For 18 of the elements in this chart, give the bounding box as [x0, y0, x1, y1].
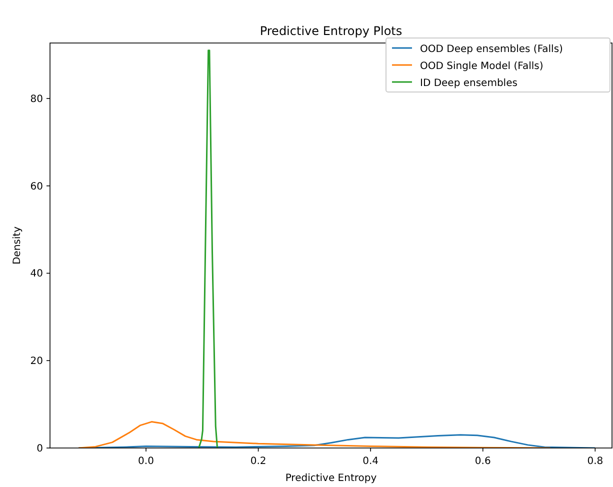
x-tick-label: 0.8	[587, 456, 604, 467]
x-tick-label: 0.4	[362, 456, 379, 467]
legend-label: OOD Single Model (Falls)	[420, 61, 544, 72]
y-tick-label: 40	[30, 268, 43, 280]
line-series	[78, 421, 551, 448]
legend-label: OOD Deep ensembles (Falls)	[420, 44, 564, 55]
line-series	[198, 50, 218, 448]
x-tick-label: 0.2	[250, 456, 266, 467]
x-tick-label: 0.0	[138, 456, 154, 467]
y-tick-label: 80	[30, 94, 43, 105]
chart-title: Predictive Entropy Plots	[260, 24, 402, 38]
y-tick-label: 20	[30, 356, 43, 368]
y-tick-label: 0	[36, 444, 43, 454]
x-axis-title: Predictive Entropy	[285, 473, 377, 484]
y-tick-label: 60	[30, 181, 43, 192]
x-tick-label: 0.6	[474, 456, 491, 467]
y-axis-title: Density	[12, 226, 23, 265]
legend-label: ID Deep ensembles	[420, 78, 518, 89]
